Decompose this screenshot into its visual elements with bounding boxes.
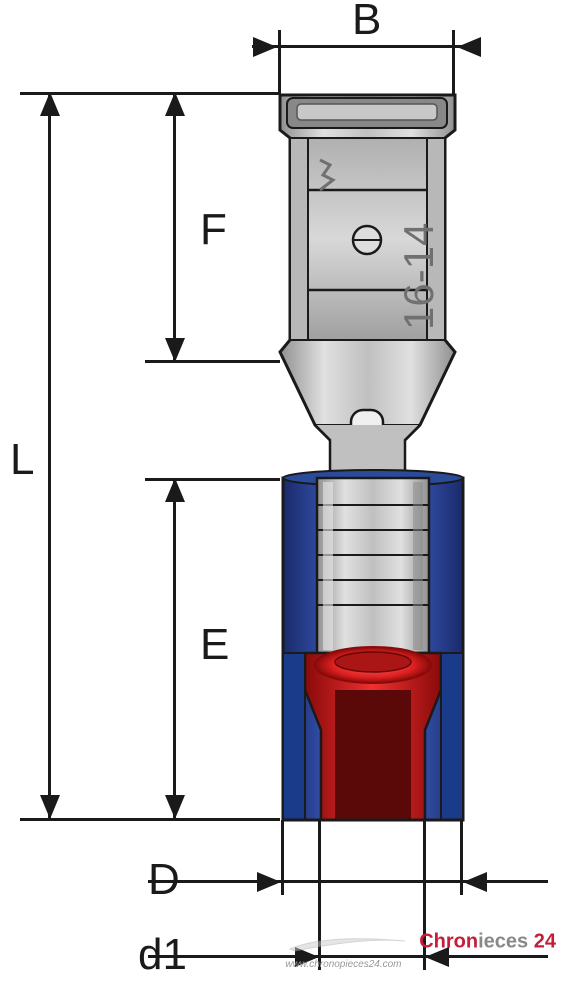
ext-line-d-left [281,820,284,895]
ext-line-b-right [452,30,455,95]
connector-marking: 16-14 [395,223,442,330]
arrow-e-top [165,478,185,502]
arrow-f-bottom [165,338,185,362]
arrow-l-top [40,92,60,116]
arrow-d-right [463,872,487,892]
connector-diagram: 16-14 [275,90,475,830]
label-e: E [200,620,229,670]
watermark-url: www.chronopieces24.com [285,959,556,970]
arrow-d-left [257,872,281,892]
dim-line-b [252,45,480,48]
arrow-b-left [253,37,277,57]
watermark-brand-num: 24 [534,931,556,953]
dim-line-e [173,478,176,820]
arrow-l-bottom [40,795,60,819]
label-d: D [148,855,180,905]
ext-line-b-left [278,30,281,95]
label-b: B [352,0,381,45]
arrow-e-bottom [165,795,185,819]
watermark: Chronieces 24 www.chronopieces24.com [285,929,556,970]
label-l: L [10,435,34,485]
dim-line-f [173,92,176,362]
arrow-f-top [165,92,185,116]
dim-line-d [148,880,548,883]
label-f: F [200,205,227,255]
arrow-b-right [457,37,481,57]
watermark-brand-prefix: Chron [419,931,478,953]
watermark-brand-suffix: ieces [478,931,528,953]
label-d1: d1 [138,930,187,980]
dim-line-l [48,92,51,820]
